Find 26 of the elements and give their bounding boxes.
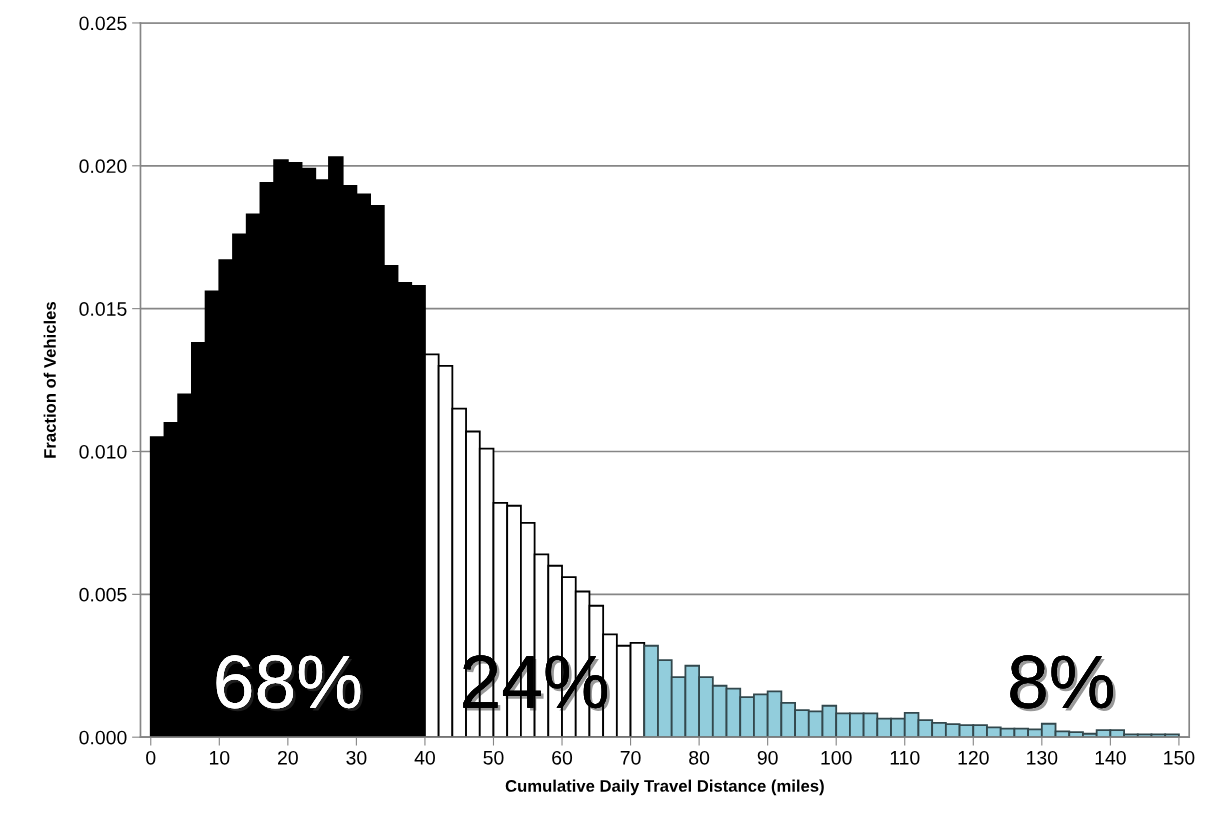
x-tick-label: 80 [689, 750, 710, 765]
x-tick-label: 120 [958, 750, 989, 765]
y-tick-label: 0.015 [79, 302, 127, 316]
x-tick-label: 140 [1095, 750, 1126, 765]
x-tick-label: 90 [757, 750, 778, 765]
y-tick-label: 0.010 [79, 444, 127, 459]
x-tick-label: 60 [552, 750, 573, 765]
x-tick-label: 30 [346, 750, 367, 765]
y-tick-label: 0.020 [79, 159, 127, 174]
x-tick-label: 100 [821, 750, 852, 765]
annotation: 68% [216, 655, 364, 712]
x-tick-label: 40 [414, 750, 435, 765]
x-tick-label: 20 [278, 750, 298, 765]
x-tick-label: 150 [1164, 750, 1195, 765]
x-tick-label: 10 [209, 750, 230, 765]
y-tick-label: 0.005 [79, 587, 127, 602]
x-tick-label: 50 [483, 750, 504, 765]
y-tick-label: 0.000 [79, 730, 127, 745]
x-axis-title: Cumulative Daily Travel Distance (miles) [505, 779, 824, 796]
annotation: 8% [1010, 655, 1116, 712]
x-tick-label: 0 [146, 750, 156, 765]
x-tick-label: 130 [1027, 750, 1058, 765]
y-axis-title: Fraction of Vehicles [43, 302, 56, 458]
x-tick-label: 70 [620, 750, 641, 765]
y-tick-label: 0.025 [79, 16, 127, 31]
x-tick-label: 110 [890, 750, 920, 765]
